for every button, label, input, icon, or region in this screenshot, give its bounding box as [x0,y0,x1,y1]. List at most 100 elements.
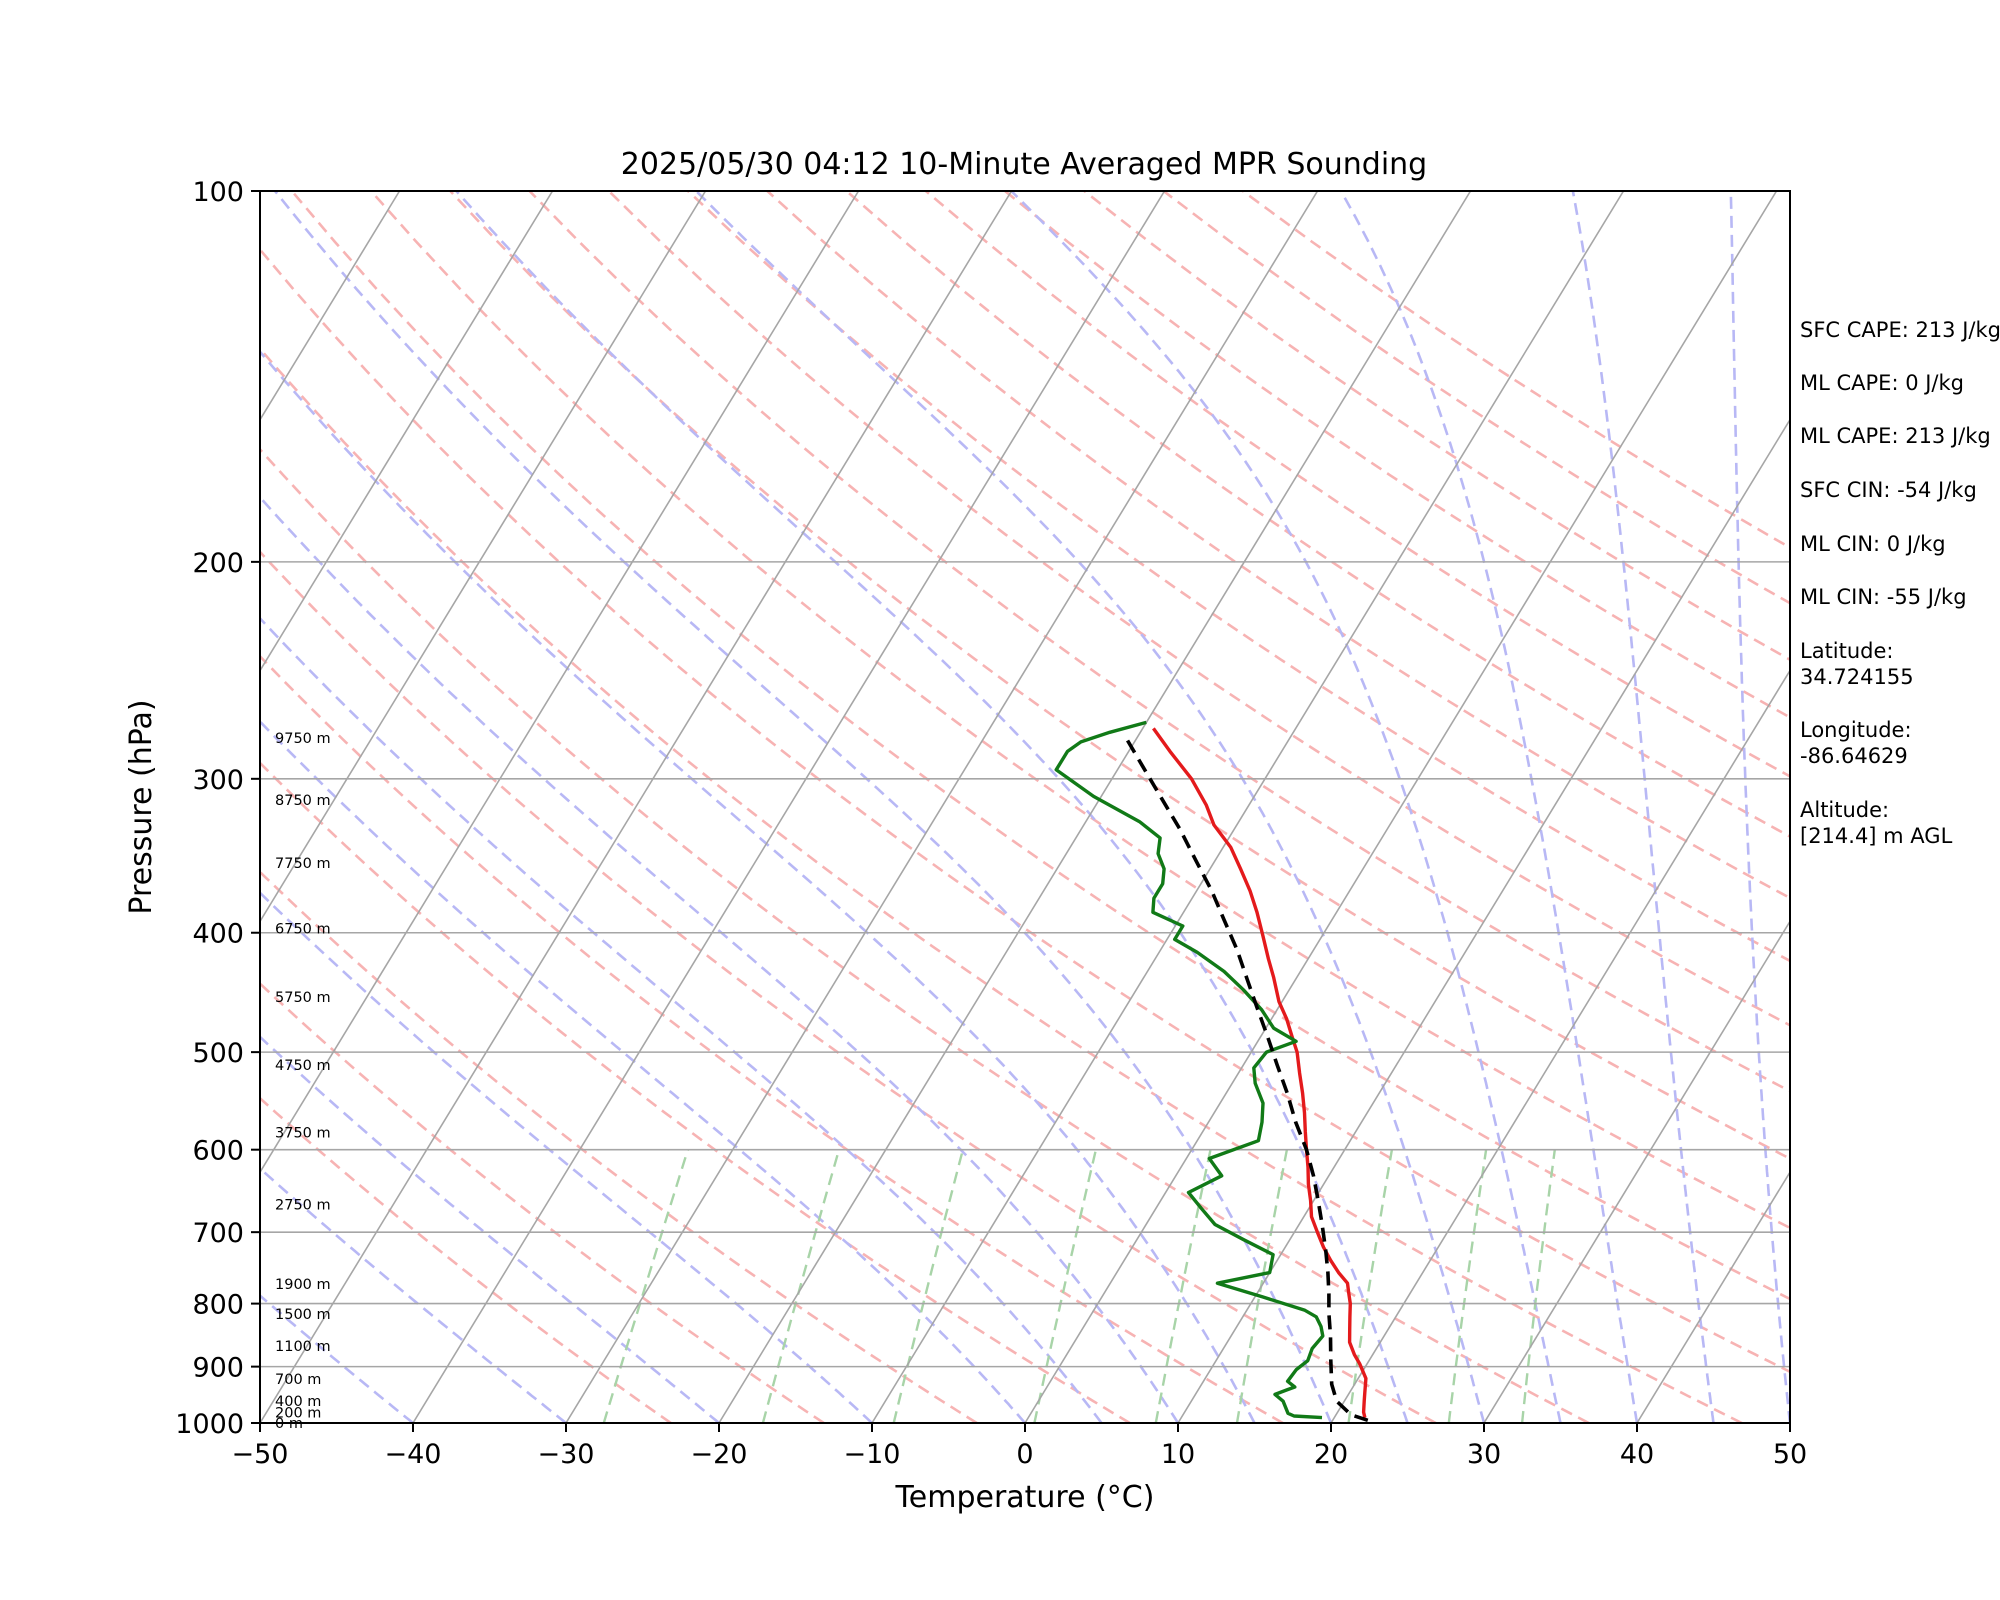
dry-adiabat [687,191,1790,963]
moist-adiabat [260,495,1180,1423]
annotation-text: ML CAPE: 213 J/kg [1800,424,1991,448]
y-axis-label: Pressure (hPa) [124,699,159,914]
dry-adiabat [290,191,1790,1301]
isotherm [260,191,1013,1423]
parcel-line [1122,733,1369,1423]
annotation-text: ML CAPE: 0 J/kg [1800,371,1964,395]
dry-adiabat [260,346,1743,1423]
moist-adiabat [260,891,873,1423]
height-label: 4750 m [275,1058,331,1074]
moist-adiabat [1729,191,1790,1423]
dry-adiabat [260,550,1437,1423]
dry-adiabat [924,191,1790,778]
isotherm [1330,669,1790,1423]
x-tick-label: 30 [1467,1439,1501,1470]
moist-adiabat [260,349,1256,1423]
y-tick-label: 600 [192,1136,244,1167]
plot-frame [259,190,1791,1424]
height-label: 1900 m [275,1277,331,1293]
x-tick-label: 10 [1161,1439,1195,1470]
dry-adiabat [260,981,825,1423]
annotation-text: -86.64629 [1800,744,1908,768]
moist-adiabat [273,191,1333,1423]
y-tick-label: 100 [192,177,244,208]
height-label: 8750 m [275,793,331,809]
isotherm [0,191,94,1423]
dry-adiabat [766,191,1790,900]
mixing-ratio-line [1033,1149,1098,1423]
isotherm [1024,191,1778,1423]
y-tick-label: 400 [192,919,244,950]
moist-adiabat [260,616,1103,1423]
moist-adiabat [260,1293,414,1423]
sounding-annotations: SFC CAPE: 213 J/kg ML CAPE: 0 J/kg ML CAPE… [1800,318,2000,848]
isotherm [260,191,707,923]
background-lines [0,191,1790,1423]
dry-adiabat [260,761,1131,1423]
y-tick-label: 300 [192,765,244,796]
annotation-text: Longitude: [1800,718,1912,742]
dry-adiabat [449,191,1790,1161]
dry-adiabat [260,654,1284,1423]
height-labels: 9750 m 8750 m 7750 m 6750 m 5750 m 4750 m 3750… [275,731,331,1432]
x-tick-label: 20 [1314,1439,1348,1470]
moist-adiabat [695,191,1486,1423]
annotation-text: Latitude: [1800,639,1894,663]
height-label: 5750 m [275,990,331,1006]
annotation-text: SFC CIN: -54 J/kg [1800,478,1977,502]
x-tick-label: 40 [1620,1439,1654,1470]
isotherm [260,191,554,673]
x-tick-label: −40 [385,1439,442,1470]
mixing-ratio-line [892,1149,965,1423]
isotherm [1483,919,1790,1423]
mixing-ratio-line [602,1149,690,1423]
height-label: 700 m [275,1372,321,1388]
y-tick-label: 1000 [175,1409,244,1440]
dewpoint-line [1054,720,1325,1420]
annotation-text: [214.4] m AGL [1800,824,1953,848]
x-tick-label: −50 [232,1439,289,1470]
dry-adiabat [607,191,1790,1027]
x-tick-label: 50 [1773,1439,1807,1470]
height-label: 3750 m [275,1126,331,1142]
isotherm [260,191,860,1174]
moist-adiabat [1571,191,1715,1423]
moist-adiabat [1010,191,1562,1423]
dry-adiabat [260,870,978,1423]
mixing-ratio-line [1520,1149,1556,1423]
height-label: 2750 m [275,1198,331,1214]
y-tick-label: 500 [192,1038,244,1069]
annotation-text: Altitude: [1800,798,1889,822]
data-series [1054,720,1369,1423]
dry-adiabat [260,247,1790,1374]
isotherm [1177,418,1790,1423]
y-tick-label: 200 [192,548,244,579]
annotation-text: SFC CAPE: 213 J/kg [1800,318,2000,342]
y-tick-label: 900 [192,1353,244,1384]
height-label: 9750 m [275,731,331,747]
isotherm [260,191,401,422]
x-tick-label: −10 [844,1439,901,1470]
isotherm [718,191,1472,1423]
moist-adiabat [260,1166,567,1423]
isotherm [565,191,1319,1423]
x-axis-label: Temperature (°C) [895,1480,1155,1515]
x-tick-label: 0 [1016,1439,1033,1470]
x-tick-label: −20 [691,1439,748,1470]
dry-adiabat [528,191,1790,1093]
mixing-ratio-line [1347,1149,1394,1423]
moist-adiabat [260,719,1026,1423]
height-label: 1500 m [275,1307,331,1323]
dry-adiabat [260,1096,672,1423]
height-label: 6750 m [275,922,331,938]
y-axis-ticks: 100 200 300 400 500 600 700 800 900 1000 [175,177,260,1440]
height-label: 7750 m [275,856,331,872]
annotation-text: 34.724155 [1800,665,1914,689]
y-tick-label: 700 [192,1218,244,1249]
x-tick-label: −30 [538,1439,595,1470]
moist-adiabat [455,191,1409,1423]
height-label: 400 m [275,1394,321,1410]
annotation-text: ML CIN: 0 J/kg [1800,532,1946,556]
y-tick-label: 800 [192,1290,244,1321]
